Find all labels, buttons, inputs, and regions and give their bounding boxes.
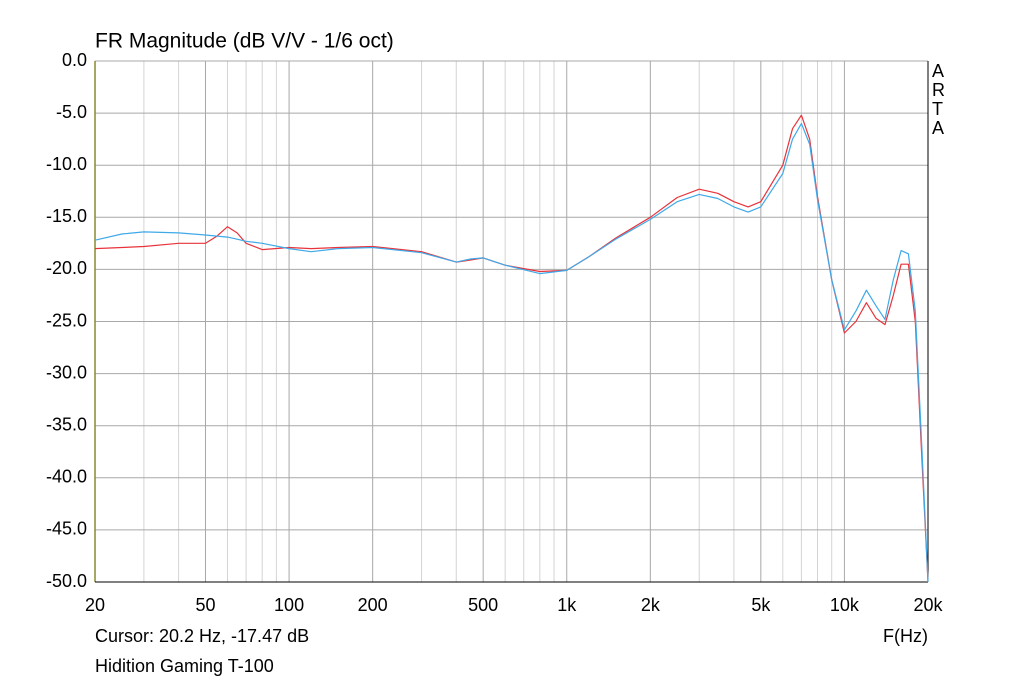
x-axis-label: F(Hz)	[883, 626, 928, 646]
y-tick-label: -35.0	[46, 414, 87, 434]
brand: ARTA	[932, 61, 945, 138]
y-tick-label: -40.0	[46, 467, 87, 487]
y-tick-label: -5.0	[56, 102, 87, 122]
y-tick-label: -50.0	[46, 571, 87, 591]
x-tick-label: 10k	[830, 595, 860, 615]
x-tick-label: 2k	[641, 595, 661, 615]
device-name: Hidition Gaming T-100	[95, 656, 274, 676]
y-tick-label: -25.0	[46, 310, 87, 330]
series-line	[94, 122, 929, 583]
x-tick-label: 50	[195, 595, 215, 615]
y-tick-label: -45.0	[46, 519, 87, 539]
cursor-readout: Cursor: 20.2 Hz, -17.47 dB	[95, 626, 309, 646]
y-tick-label: 0.0	[62, 50, 87, 70]
y-tick-label: -30.0	[46, 362, 87, 382]
series-line	[94, 114, 929, 583]
x-tick-label: 200	[358, 595, 388, 615]
chart-title: FR Magnitude (dB V/V - 1/6 oct)	[95, 30, 394, 53]
y-tick-label: -20.0	[46, 258, 87, 278]
x-tick-label: 1k	[557, 595, 577, 615]
x-tick-label: 20k	[913, 595, 943, 615]
x-tick-label: 500	[468, 595, 498, 615]
y-tick-label: -10.0	[46, 154, 87, 174]
x-tick-label: 100	[274, 595, 304, 615]
x-tick-label: 5k	[751, 595, 771, 615]
y-tick-label: -15.0	[46, 206, 87, 226]
x-tick-label: 20	[85, 595, 105, 615]
